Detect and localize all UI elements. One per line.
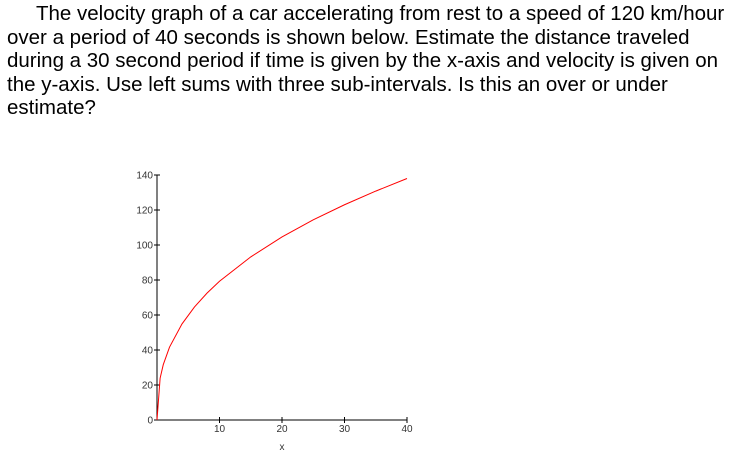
y-tick-label: 0 bbox=[147, 416, 153, 427]
y-tick-label: 100 bbox=[136, 241, 153, 252]
line-series bbox=[156, 178, 408, 421]
x-axis-label: x bbox=[280, 442, 285, 453]
question-line: the y-axis. Use left sums with three sub… bbox=[7, 72, 668, 96]
x-tick-label: 10 bbox=[214, 424, 226, 435]
x-tick-label: 40 bbox=[401, 424, 413, 435]
question-line: over a period of 40 seconds is shown bel… bbox=[7, 25, 690, 49]
question-line: The velocity graph of a car accelerating… bbox=[36, 2, 725, 25]
y-tick-label: 60 bbox=[142, 311, 154, 322]
y-tick-label: 40 bbox=[142, 346, 154, 357]
y-tick-label: 140 bbox=[136, 171, 153, 182]
y-tick-label: 120 bbox=[136, 206, 153, 217]
y-tick-label: 20 bbox=[142, 381, 154, 392]
x-tick-label: 20 bbox=[276, 424, 288, 435]
y-tick-label: 80 bbox=[142, 276, 154, 287]
x-tick-label: 30 bbox=[339, 424, 351, 435]
question: The velocity graph of a car accelerating… bbox=[7, 2, 724, 120]
question-line: estimate? bbox=[7, 96, 96, 119]
question-line: during a 30 second period if time is giv… bbox=[7, 49, 719, 72]
